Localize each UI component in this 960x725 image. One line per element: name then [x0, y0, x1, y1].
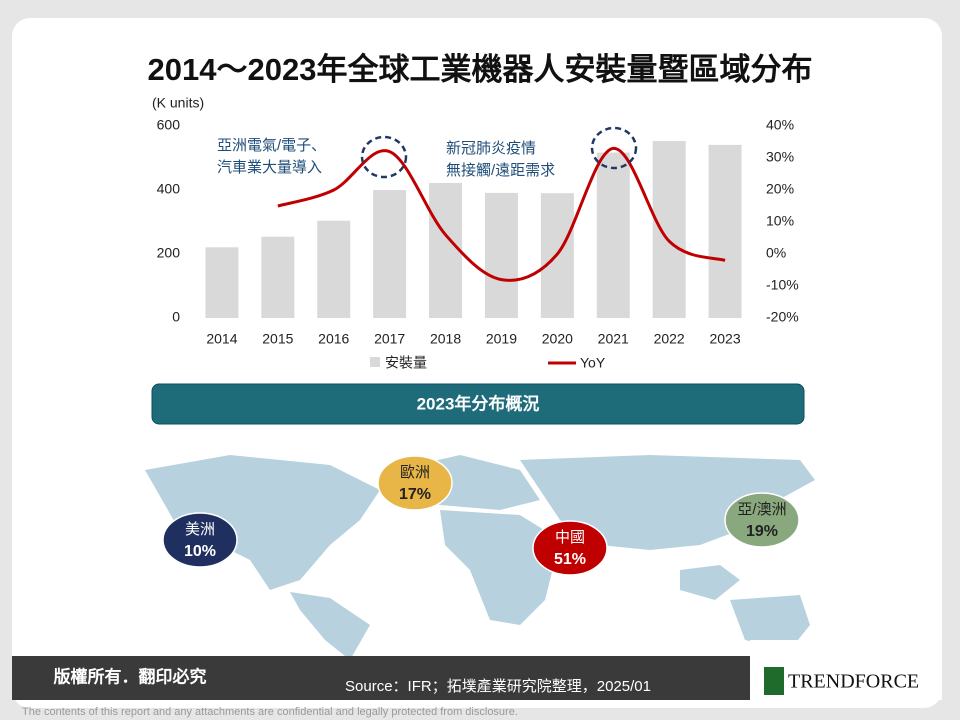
map-banner — [151, 383, 805, 425]
y-axis-label: (K units) — [152, 95, 204, 111]
y2-tick-label: -10% — [766, 277, 799, 293]
annotation: 新冠肺炎疫情 — [446, 140, 536, 157]
logo-mark — [764, 667, 784, 695]
region-share: 10% — [184, 543, 216, 560]
x-tick-label: 2022 — [654, 331, 685, 347]
region-name: 歐洲 — [400, 464, 430, 481]
line — [277, 146, 726, 282]
region-share: 19% — [746, 523, 778, 540]
bar — [317, 220, 351, 318]
region-name: 亞/澳洲 — [737, 501, 786, 518]
x-tick-label: 2020 — [542, 331, 573, 347]
page-title: 2014～2023年全球工業機器人安裝量暨區域分布 — [148, 52, 813, 87]
region-bubble — [532, 520, 608, 576]
annotation: 亞洲電氣/電子、 — [217, 137, 326, 154]
copyright: 版權所有．翻印必究 — [54, 666, 207, 686]
source: Source：IFR；拓墣產業研究院整理，2025/01 — [345, 677, 651, 695]
bar — [261, 236, 295, 318]
x-tick-label: 2018 — [430, 331, 461, 347]
annotation-circle — [590, 126, 638, 170]
y-tick-label: 0 — [172, 309, 180, 325]
y2-tick-label: 40% — [766, 117, 794, 133]
x-tick-label: 2021 — [598, 331, 629, 347]
region-name: 美洲 — [185, 521, 215, 538]
x-tick-label: 2019 — [486, 331, 517, 347]
region-share: 17% — [399, 486, 431, 503]
bar — [652, 141, 686, 318]
y-tick-label: 400 — [157, 181, 181, 197]
x-tick-label: 2014 — [206, 331, 237, 347]
x-tick-label: 2015 — [262, 331, 293, 347]
bar — [708, 144, 742, 318]
y-tick-label: 200 — [157, 245, 181, 261]
legend-swatch — [370, 357, 380, 367]
y2-tick-label: 0% — [766, 245, 786, 261]
region-name: 中國 — [555, 529, 585, 546]
y2-tick-label: 20% — [766, 181, 794, 197]
x-tick-label: 2023 — [709, 331, 740, 347]
x-tick-label: 2016 — [318, 331, 349, 347]
region-share: 51% — [554, 551, 586, 568]
disclaimer: The contents of this report and any atta… — [22, 706, 518, 718]
y-tick-label: 600 — [157, 117, 181, 133]
bar — [429, 182, 463, 318]
y2-tick-label: 10% — [766, 213, 794, 229]
bar — [205, 247, 239, 318]
y2-tick-label: -20% — [766, 309, 799, 325]
logo: TRENDFORCE — [788, 671, 919, 693]
annotation-circle — [360, 135, 408, 179]
bar — [373, 190, 407, 318]
region-bubble — [162, 512, 238, 568]
region-bubble — [724, 492, 800, 548]
annotation: 無接觸/遠距需求 — [446, 162, 555, 179]
legend-label: 安裝量 — [385, 355, 427, 371]
region-bubble — [377, 455, 453, 511]
bar — [484, 192, 518, 318]
bar — [596, 152, 630, 318]
y2-tick-label: 30% — [766, 149, 794, 165]
chart: (K units) 0 200 400 600 -20% -10% 0% 10% 20% 30% 40… — [152, 95, 799, 371]
legend-label: YoY — [580, 355, 606, 371]
map-title: 2023年分布概況 — [417, 393, 540, 413]
x-tick-label: 2017 — [374, 331, 405, 347]
annotation: 汽車業大量導入 — [217, 159, 322, 176]
